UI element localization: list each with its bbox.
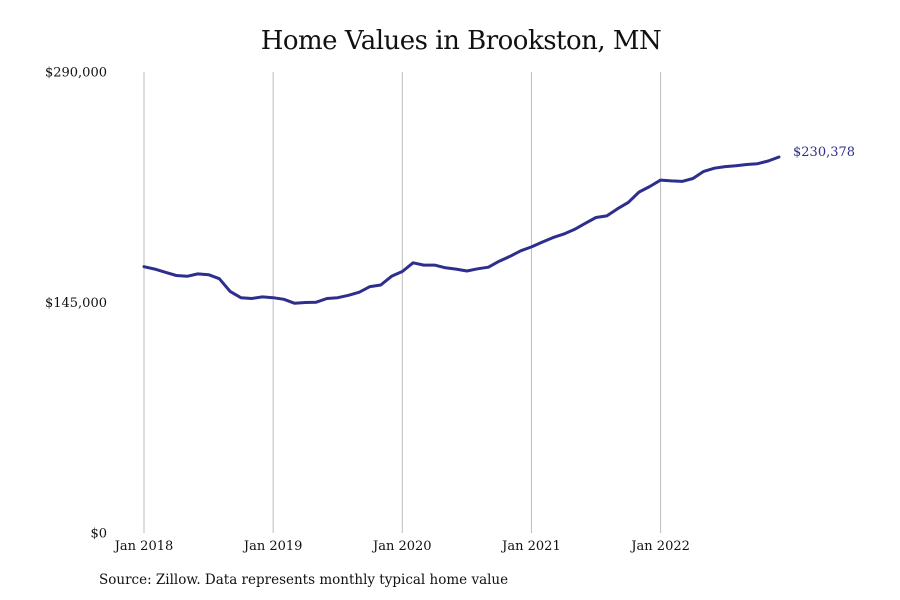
x-tick-label: Jan 2020 — [371, 539, 432, 554]
x-tick-label: Jan 2021 — [500, 539, 561, 554]
series-layer — [142, 155, 781, 305]
chart-title: Home Values in Brookston, MN — [260, 26, 662, 56]
y-tick-label: $290,000 — [45, 66, 107, 81]
series-line — [142, 155, 781, 305]
x-tick-label: Jan 2019 — [242, 539, 303, 554]
y-tick-label: $145,000 — [45, 296, 107, 311]
gridlines — [143, 72, 662, 533]
source-note: Source: Zillow. Data represents monthly … — [99, 572, 509, 588]
end-label-layer: $230,378 — [793, 145, 855, 160]
x-axis-ticks: Jan 2018 Jan 2019 Jan 2020 Jan 2021 Jan 2022 — [113, 539, 690, 554]
x-tick-label: Jan 2018 — [113, 539, 174, 554]
end-value-label: $230,378 — [793, 145, 855, 160]
y-axis-ticks: $0 $145,000 $290,000 — [45, 66, 107, 542]
x-tick-label: Jan 2022 — [629, 539, 690, 554]
y-tick-label: $0 — [90, 527, 107, 542]
